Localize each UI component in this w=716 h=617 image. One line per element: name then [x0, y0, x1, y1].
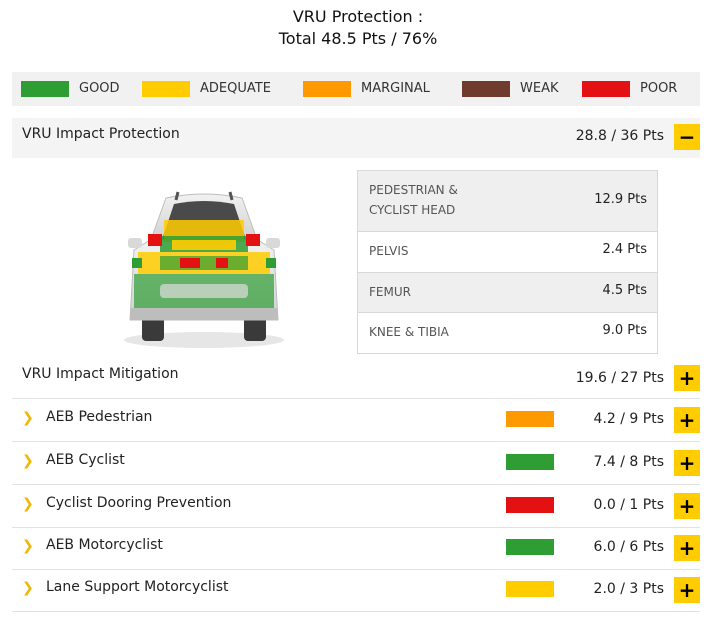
- mitigation-item-label: AEB Cyclist: [46, 452, 125, 468]
- legend-swatch: [303, 81, 351, 97]
- impact-protection-header[interactable]: VRU Impact Protection 28.8 / 36 Pts −: [12, 118, 700, 158]
- mitigation-item-lane-support-motorcyclist[interactable]: ❯ Lane Support Motorcyclist 2.0 / 3 Pts …: [12, 569, 700, 611]
- legend-label: WEAK: [520, 81, 559, 96]
- body-region-points: 12.9 Pts: [594, 192, 647, 207]
- body-region-row-femur: FEMUR 4.5 Pts: [358, 272, 657, 313]
- body-region-label: PELVIS: [369, 244, 409, 258]
- divider: [12, 484, 700, 485]
- mitigation-item-aeb-motorcyclist[interactable]: ❯ AEB Motorcyclist 6.0 / 6 Pts +: [12, 527, 700, 569]
- legend-label: POOR: [640, 81, 678, 96]
- rating-color-bar: [506, 581, 554, 597]
- car-front-image: [124, 191, 284, 348]
- mitigation-item-label: AEB Motorcyclist: [46, 537, 163, 553]
- body-region-label: PEDESTRIAN & CYCLIST HEAD: [369, 183, 458, 217]
- mitigation-item-label: Lane Support Motorcyclist: [46, 579, 229, 595]
- page-title: VRU Protection : Total 48.5 Pts / 76%: [0, 6, 716, 50]
- expand-button[interactable]: +: [674, 577, 700, 603]
- legend-swatch: [142, 81, 190, 97]
- expand-button[interactable]: +: [674, 535, 700, 561]
- title-line-1: VRU Protection :: [292, 7, 424, 26]
- legend-swatch: [21, 81, 69, 97]
- chevron-right-icon: ❯: [22, 496, 34, 512]
- mitigation-item-points: 0.0 / 1 Pts: [593, 497, 664, 513]
- body-region-points: 9.0 Pts: [602, 323, 647, 338]
- mitigation-item-aeb-pedestrian[interactable]: ❯ AEB Pedestrian 4.2 / 9 Pts +: [12, 399, 700, 441]
- rating-legend: GOOD ADEQUATE MARGINAL WEAK POOR: [12, 72, 700, 106]
- body-region-row-pelvis: PELVIS 2.4 Pts: [358, 231, 657, 273]
- mitigation-item-label: Cyclist Dooring Prevention: [46, 495, 232, 511]
- rating-color-bar: [506, 411, 554, 427]
- title-line-2: Total 48.5 Pts / 76%: [278, 29, 438, 48]
- divider: [12, 611, 700, 612]
- expand-button[interactable]: +: [674, 365, 700, 391]
- divider: [12, 441, 700, 442]
- legend-swatch: [462, 81, 510, 97]
- rating-color-bar: [506, 497, 554, 513]
- mitigation-item-points: 4.2 / 9 Pts: [593, 411, 664, 427]
- mitigation-item-points: 2.0 / 3 Pts: [593, 581, 664, 597]
- divider: [12, 398, 700, 399]
- body-region-row-head: PEDESTRIAN & CYCLIST HEAD 12.9 Pts: [358, 171, 657, 231]
- impact-mitigation-header[interactable]: VRU Impact Mitigation 19.6 / 27 Pts +: [12, 358, 700, 398]
- mitigation-item-points: 6.0 / 6 Pts: [593, 539, 664, 555]
- expand-button[interactable]: +: [674, 407, 700, 433]
- chevron-right-icon: ❯: [22, 538, 34, 554]
- divider: [12, 569, 700, 570]
- mitigation-item-label: AEB Pedestrian: [46, 409, 153, 425]
- impact-mitigation-points: 19.6 / 27 Pts: [575, 370, 664, 386]
- impact-protection-points: 28.8 / 36 Pts: [575, 128, 664, 144]
- legend-label: MARGINAL: [361, 81, 430, 96]
- legend-label: GOOD: [79, 81, 120, 96]
- legend-label: ADEQUATE: [200, 81, 271, 96]
- rating-color-bar: [506, 539, 554, 555]
- chevron-right-icon: ❯: [22, 580, 34, 596]
- rating-color-bar: [506, 454, 554, 470]
- body-region-row-knee-tibia: KNEE & TIBIA 9.0 Pts: [358, 312, 657, 353]
- body-region-label: FEMUR: [369, 285, 411, 299]
- chevron-right-icon: ❯: [22, 410, 34, 426]
- legend-swatch: [582, 81, 630, 97]
- mitigation-item-aeb-cyclist[interactable]: ❯ AEB Cyclist 7.4 / 8 Pts +: [12, 442, 700, 484]
- mitigation-item-cyclist-dooring[interactable]: ❯ Cyclist Dooring Prevention 0.0 / 1 Pts…: [12, 485, 700, 527]
- body-region-table: PEDESTRIAN & CYCLIST HEAD 12.9 Pts PELVI…: [357, 170, 658, 354]
- mitigation-item-points: 7.4 / 8 Pts: [593, 454, 664, 470]
- divider: [12, 527, 700, 528]
- body-region-label: KNEE & TIBIA: [369, 325, 449, 339]
- body-region-points: 4.5 Pts: [602, 283, 647, 298]
- chevron-right-icon: ❯: [22, 453, 34, 469]
- impact-protection-title: VRU Impact Protection: [22, 126, 180, 142]
- impact-mitigation-title: VRU Impact Mitigation: [22, 366, 179, 382]
- expand-button[interactable]: +: [674, 493, 700, 519]
- body-region-points: 2.4 Pts: [602, 242, 647, 257]
- expand-button[interactable]: +: [674, 450, 700, 476]
- collapse-button[interactable]: −: [674, 124, 700, 150]
